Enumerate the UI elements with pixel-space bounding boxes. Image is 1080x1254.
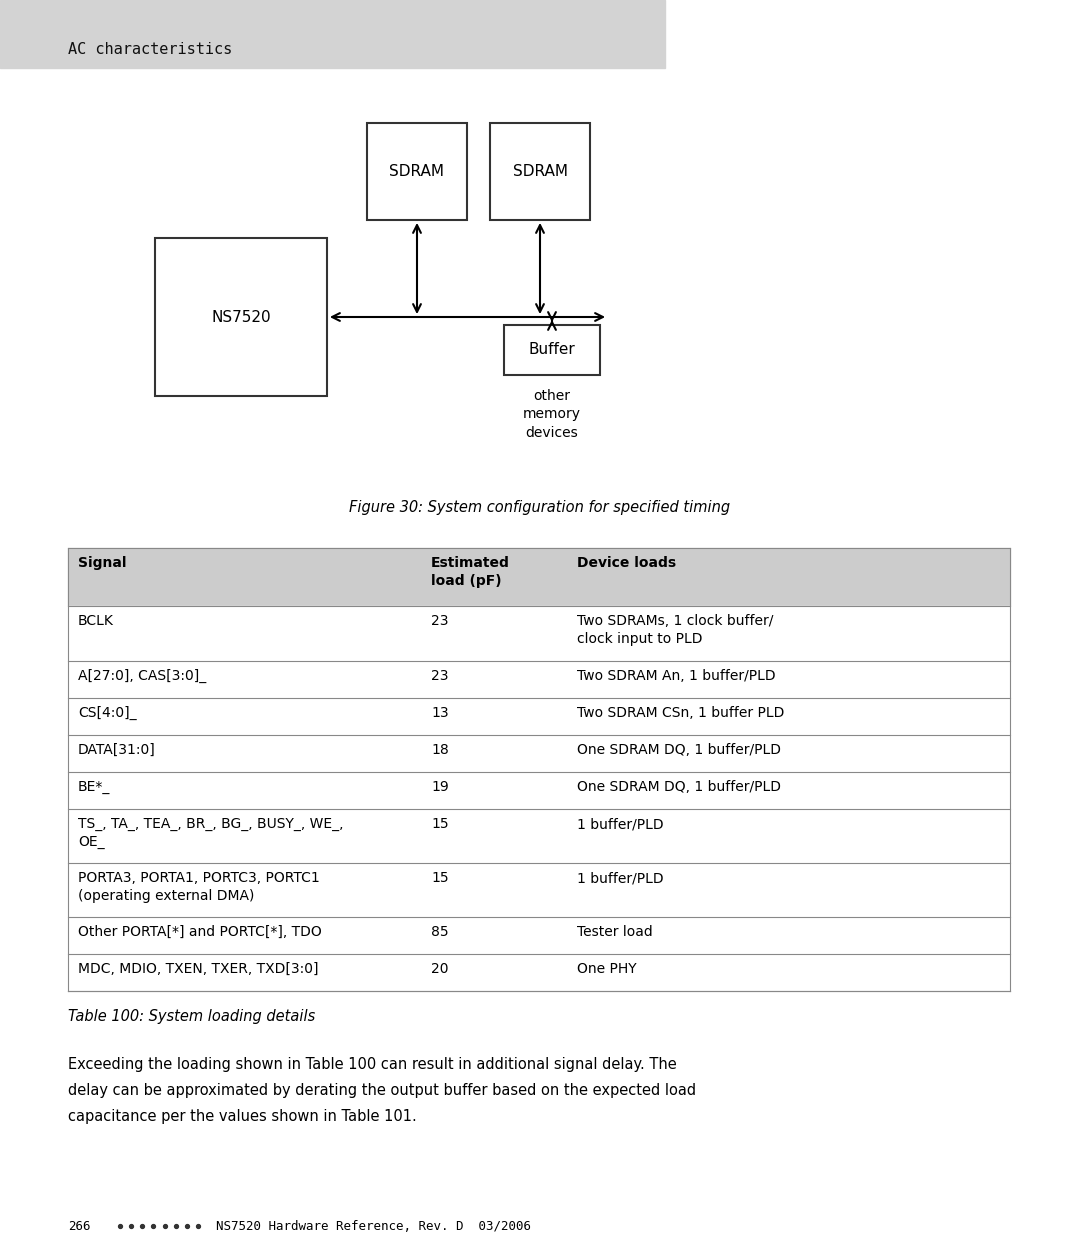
Text: 266: 266 — [68, 1219, 91, 1233]
Bar — [68, 606, 1010, 661]
Text: 1 buffer/PLD: 1 buffer/PLD — [577, 872, 664, 885]
Text: NS7520 Hardware Reference, Rev. D  03/2006: NS7520 Hardware Reference, Rev. D 03/200… — [216, 1219, 531, 1233]
Text: Buffer: Buffer — [528, 342, 576, 357]
Text: Signal: Signal — [78, 556, 126, 571]
Bar — [156, 238, 327, 396]
Text: 19: 19 — [431, 780, 449, 794]
Bar — [68, 809, 1010, 863]
Bar — [68, 772, 1010, 809]
Text: NS7520: NS7520 — [212, 310, 271, 325]
Text: Two SDRAM An, 1 buffer/PLD: Two SDRAM An, 1 buffer/PLD — [577, 668, 775, 683]
Text: SDRAM: SDRAM — [513, 164, 567, 179]
Bar — [68, 863, 1010, 917]
Text: One PHY: One PHY — [577, 962, 637, 976]
Bar — [504, 325, 600, 375]
Text: DATA[31:0]: DATA[31:0] — [78, 744, 156, 757]
Text: 18: 18 — [431, 744, 449, 757]
Bar — [367, 123, 467, 219]
Text: One SDRAM DQ, 1 buffer/PLD: One SDRAM DQ, 1 buffer/PLD — [577, 780, 781, 794]
Text: Two SDRAMs, 1 clock buffer/
clock input to PLD: Two SDRAMs, 1 clock buffer/ clock input … — [577, 614, 773, 646]
Bar — [490, 123, 590, 219]
Bar — [68, 548, 1010, 606]
Text: delay can be approximated by derating the output buffer based on the expected lo: delay can be approximated by derating th… — [68, 1083, 697, 1099]
Text: AC characteristics: AC characteristics — [68, 43, 232, 58]
Text: 15: 15 — [431, 872, 449, 885]
Text: Device loads: Device loads — [577, 556, 676, 571]
Text: 23: 23 — [431, 668, 449, 683]
Text: A[27:0], CAS[3:0]_: A[27:0], CAS[3:0]_ — [78, 668, 206, 683]
Bar — [68, 661, 1010, 698]
Text: capacitance per the values shown in Table 101.: capacitance per the values shown in Tabl… — [68, 1109, 417, 1124]
Bar — [0, 0, 665, 68]
Bar — [68, 735, 1010, 772]
Text: Estimated
load (pF): Estimated load (pF) — [431, 556, 510, 588]
Text: One SDRAM DQ, 1 buffer/PLD: One SDRAM DQ, 1 buffer/PLD — [577, 744, 781, 757]
Bar — [68, 698, 1010, 735]
Text: CS[4:0]_: CS[4:0]_ — [78, 706, 137, 720]
Text: BE*_: BE*_ — [78, 780, 110, 794]
Text: 23: 23 — [431, 614, 449, 628]
Text: SDRAM: SDRAM — [390, 164, 445, 179]
Bar — [68, 917, 1010, 954]
Text: 1 buffer/PLD: 1 buffer/PLD — [577, 818, 664, 831]
Text: other
memory
devices: other memory devices — [523, 389, 581, 440]
Text: Exceeding the loading shown in Table 100 can result in additional signal delay. : Exceeding the loading shown in Table 100… — [68, 1057, 677, 1072]
Text: Other PORTA[*] and PORTC[*], TDO: Other PORTA[*] and PORTC[*], TDO — [78, 925, 322, 939]
Text: BCLK: BCLK — [78, 614, 113, 628]
Text: Tester load: Tester load — [577, 925, 653, 939]
Text: 15: 15 — [431, 818, 449, 831]
Bar — [68, 954, 1010, 991]
Text: PORTA3, PORTA1, PORTC3, PORTC1
(operating external DMA): PORTA3, PORTA1, PORTC3, PORTC1 (operatin… — [78, 872, 320, 903]
Text: Figure 30: System configuration for specified timing: Figure 30: System configuration for spec… — [350, 500, 730, 515]
Text: MDC, MDIO, TXEN, TXER, TXD[3:0]: MDC, MDIO, TXEN, TXER, TXD[3:0] — [78, 962, 319, 976]
Text: Two SDRAM CSn, 1 buffer PLD: Two SDRAM CSn, 1 buffer PLD — [577, 706, 785, 720]
Text: 20: 20 — [431, 962, 449, 976]
Text: 85: 85 — [431, 925, 449, 939]
Text: 13: 13 — [431, 706, 449, 720]
Text: Table 100: System loading details: Table 100: System loading details — [68, 1009, 315, 1025]
Text: TS_, TA_, TEA_, BR_, BG_, BUSY_, WE_,
OE_: TS_, TA_, TEA_, BR_, BG_, BUSY_, WE_, OE… — [78, 818, 343, 849]
